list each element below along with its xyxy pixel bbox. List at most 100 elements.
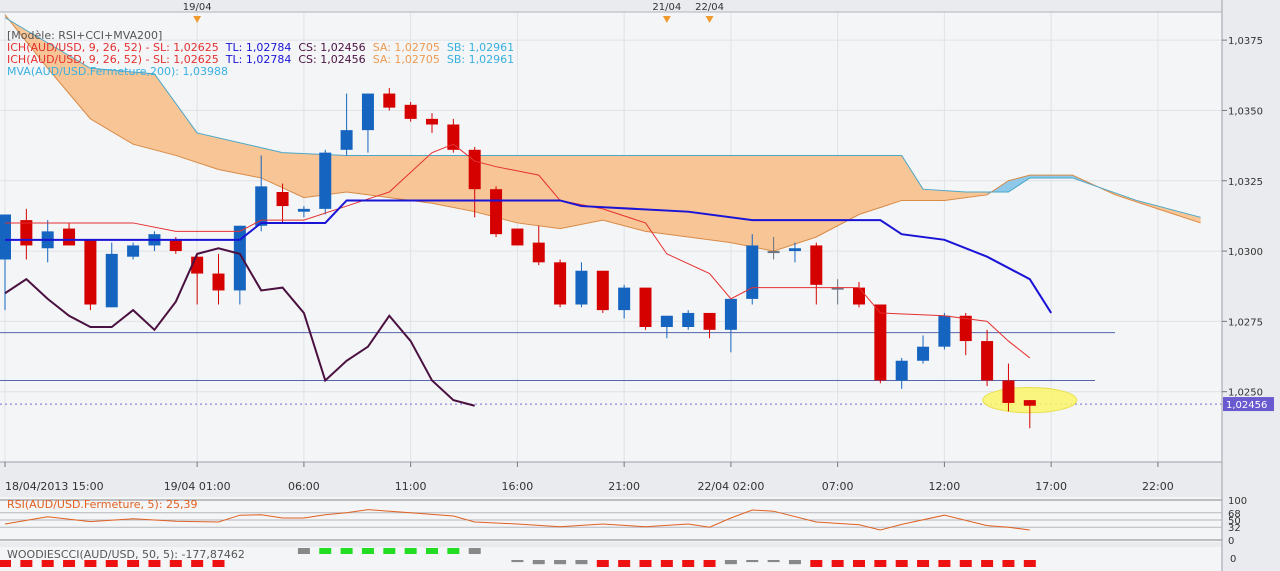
cci-bar-negative	[0, 560, 11, 567]
cci-bar-negative	[105, 560, 118, 567]
x-tick-label: 06:00	[288, 480, 320, 493]
cci-bar-negative	[981, 560, 994, 567]
candle-bearish	[810, 245, 823, 285]
candle-bearish	[596, 270, 609, 311]
candles-layer	[0, 87, 1036, 429]
cci-bar-positive	[297, 548, 310, 554]
rsi-line	[4, 509, 1030, 531]
candle-bearish	[84, 239, 97, 305]
candle-bearish	[532, 242, 545, 263]
candle-bullish	[788, 248, 801, 252]
cloud-bearish	[987, 175, 1094, 195]
candle-bullish	[767, 251, 780, 254]
rsi-level-label: 68	[1228, 509, 1241, 520]
cci-bar-negative	[938, 560, 951, 567]
legend-ich-sb: SB: 1,02961	[446, 53, 515, 66]
date-marker-label: 21/04	[652, 2, 681, 13]
legend-ich-line-2: ICH(AUD/USD, 9, 26, 52) - SL: 1,02625 TL…	[7, 54, 514, 66]
x-tick-label: 16:00	[502, 480, 534, 493]
candle-bullish	[746, 245, 759, 299]
rsi-level-label: 32	[1228, 523, 1241, 534]
x-tick-label: 18/04/2013 15:00	[5, 480, 104, 493]
rsi-legend: RSI(AUD/USD.Fermeture, 5): 25,39	[7, 499, 198, 511]
date-marker-label: 22/04	[695, 2, 724, 13]
candle-bullish	[361, 93, 374, 131]
y-tick-label: 1,0350	[1228, 106, 1263, 117]
candle-bearish	[468, 149, 481, 190]
cci-bar-negative	[660, 560, 673, 567]
candle-bullish	[938, 315, 951, 347]
x-tick-label: 07:00	[822, 480, 854, 493]
candle-bearish	[511, 228, 524, 246]
cci-bar-negative	[682, 560, 695, 567]
legend-ich-prefix: ICH(AUD/USD, 9, 26, 52) - SL: 1,02625	[7, 41, 219, 54]
cci-bar-negative	[596, 560, 609, 567]
candle-bullish	[682, 312, 695, 327]
legend-ich-sa: SA: 1,02705	[372, 41, 440, 54]
candle-bearish	[383, 93, 396, 108]
cci-bar-positive	[319, 548, 332, 554]
candle-bearish	[276, 192, 289, 207]
cci-bar-negative	[554, 560, 567, 565]
cci-bar-positive	[361, 548, 374, 554]
cci-bar-negative	[853, 560, 865, 567]
cci-bar-positive	[404, 548, 417, 554]
cloud-bullish	[1093, 184, 1201, 223]
date-marker-triangle-icon	[705, 16, 714, 23]
current-price-label: 1,02456	[1226, 400, 1267, 411]
x-tick-label: 21:00	[608, 480, 640, 493]
x-tick-label: 17:00	[1035, 480, 1067, 493]
candle-bullish	[127, 245, 140, 257]
candle-bullish	[297, 208, 310, 212]
candle-bullish	[575, 270, 588, 305]
legend-ich-prefix: ICH(AUD/USD, 9, 26, 52) - SL: 1,02625	[7, 53, 219, 66]
candle-bullish	[255, 186, 268, 226]
candle-bearish	[426, 118, 438, 125]
ichimoku-cloud-layer	[4, 14, 1201, 252]
candle-bearish	[554, 262, 567, 305]
legend-ich-line-1: ICH(AUD/USD, 9, 26, 52) - SL: 1,02625 TL…	[7, 42, 514, 54]
candle-bearish	[874, 304, 887, 381]
candle-bullish	[917, 346, 930, 361]
candle-bearish	[639, 287, 652, 327]
candle-bullish	[618, 287, 631, 311]
legend-ich-sb: SB: 1,02961	[446, 41, 515, 54]
cci-bar-negative	[41, 560, 54, 567]
cci-bar-negative	[959, 560, 972, 567]
legend-mva: MVA(AUD/USD.Fermeture,200): 1,03988	[7, 66, 228, 78]
candle-bearish	[490, 189, 503, 235]
legend-title: [Modèle: RSI+CCI+MVA200]	[7, 30, 162, 42]
rsi-level-label: 100	[1228, 496, 1247, 507]
cci-bar-negative	[212, 560, 225, 567]
legend-ich-cs: CS: 1,02456	[298, 41, 366, 54]
cci-bar-negative	[1002, 560, 1015, 567]
x-tick-label: 11:00	[395, 480, 427, 493]
candle-bearish	[63, 228, 76, 246]
main-plot-area[interactable]	[0, 12, 1222, 462]
cci-bar-negative	[917, 560, 930, 567]
candle-bearish	[404, 104, 417, 119]
candle-bearish	[853, 287, 865, 305]
cci-bar-negative	[575, 560, 588, 565]
cci-bar-negative	[639, 560, 652, 567]
legend-mva-text: MVA(AUD/USD.Fermeture,200): 1,03988	[7, 65, 228, 78]
cci-bar-positive	[383, 548, 396, 554]
x-tick-label: 12:00	[929, 480, 961, 493]
cci-zero-label: 0	[1230, 554, 1236, 565]
cci-bar-negative	[1023, 560, 1036, 567]
cci-bar-negative	[63, 560, 76, 567]
cci-bar-negative	[618, 560, 631, 567]
legend-ich-cs: CS: 1,02456	[298, 53, 366, 66]
x-tick-label: 19/04 01:00	[164, 480, 231, 493]
cci-plot-area[interactable]	[0, 547, 1222, 571]
candle-bullish	[319, 152, 332, 209]
y-tick-label: 1,0275	[1228, 317, 1263, 328]
candle-bullish	[105, 253, 118, 308]
cci-layer: 0	[0, 548, 1236, 567]
cci-bar-negative	[874, 560, 887, 567]
candle-bullish	[0, 214, 11, 260]
cci-bar-negative	[810, 560, 823, 567]
